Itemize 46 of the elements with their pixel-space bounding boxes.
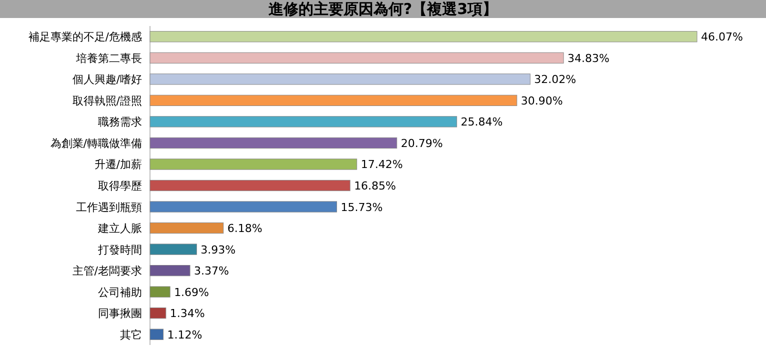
bar: [150, 286, 170, 298]
y-tick-label: 主管/老闆要求: [72, 264, 142, 278]
data-label: 34.83%: [568, 52, 610, 65]
y-tick-label: 補足專業的不足/危機感: [28, 30, 142, 44]
bar: [150, 180, 350, 192]
bar: [150, 31, 698, 42]
y-tick-label: 為創業/轉職做準備: [50, 136, 142, 150]
bar: [150, 116, 458, 128]
y-tick-label: 其它: [120, 328, 142, 342]
y-tick-label: 公司補助: [98, 286, 142, 299]
y-tick-label: 取得執照/證照: [72, 94, 142, 108]
data-label: 20.79%: [400, 136, 443, 150]
y-tick-label: 培養第二專長: [75, 52, 142, 65]
data-label: 15.73%: [340, 200, 383, 214]
y-tick-label: 取得學歷: [98, 180, 142, 192]
bar: [150, 74, 530, 85]
data-label: 32.02%: [534, 73, 576, 86]
y-tick-label: 升遷/加薪: [94, 158, 142, 172]
data-label: 1.69%: [174, 286, 210, 299]
bar: [150, 244, 197, 255]
y-tick-label: 同事揪團: [98, 307, 142, 320]
data-label: 1.34%: [170, 307, 205, 320]
data-label: 1.12%: [167, 328, 202, 342]
y-tick-label: 建立人脈: [97, 222, 142, 236]
data-label: 46.07%: [701, 30, 743, 44]
data-label: 25.84%: [460, 116, 503, 129]
bar: [150, 328, 164, 340]
y-tick-label: 打發時間: [97, 243, 142, 256]
data-label: 17.42%: [360, 158, 403, 172]
bar: [150, 201, 338, 212]
data-label: 16.85%: [354, 180, 396, 192]
y-tick-label: 職務需求: [98, 116, 142, 129]
bar: [150, 265, 190, 276]
data-label: 3.37%: [194, 264, 229, 278]
y-tick-label: 工作遇到瓶頸: [76, 200, 142, 214]
bar: [150, 52, 564, 64]
bar: [150, 158, 358, 170]
bar: [150, 222, 224, 234]
bar: [150, 94, 518, 106]
chart-title: 進修的主要原因為何?【複選3項】: [267, 0, 498, 18]
bar: [150, 137, 398, 149]
bar: [150, 308, 166, 319]
data-label: 3.93%: [200, 243, 236, 256]
data-label: 6.18%: [227, 222, 262, 236]
y-tick-label: 個人興趣/嗜好: [72, 73, 142, 86]
data-label: 30.90%: [520, 94, 563, 108]
